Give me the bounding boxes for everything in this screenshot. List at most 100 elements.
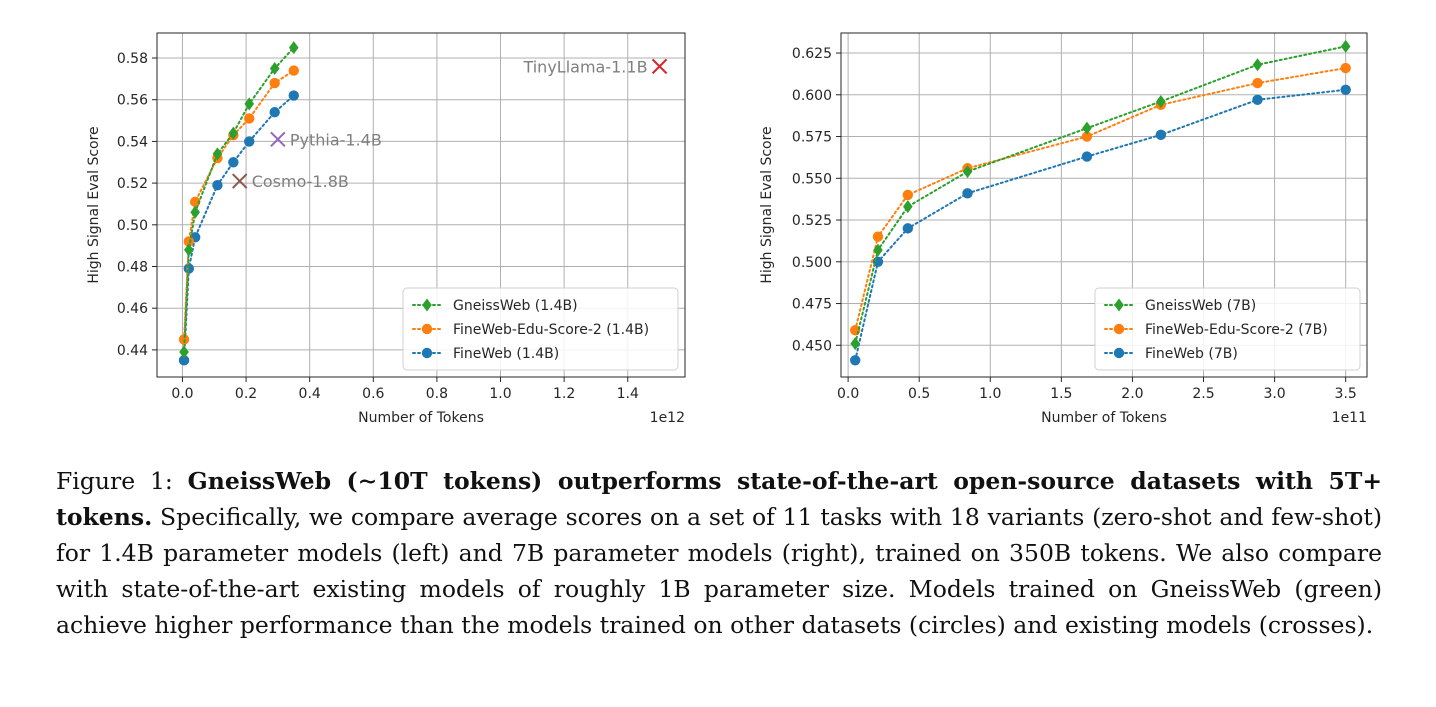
series-fineweb-1-4b [178, 90, 299, 366]
data-point [1155, 129, 1167, 141]
data-point [212, 147, 223, 161]
y-tick-label: 0.600 [792, 88, 832, 104]
data-point [244, 113, 255, 124]
x-tick-label: 1.0 [979, 386, 1001, 402]
series-line [183, 69, 295, 341]
cross-marker [651, 58, 668, 75]
data-point [212, 179, 223, 191]
annotation-tinyllama-1-1b: TinyLlama-1.1B [522, 57, 668, 76]
data-point [269, 61, 280, 75]
figure-svg: 0.0 0.2 0.4 0.6 0.8 1.0 1.2 1.40.440.460.480.50… [86, 32, 1368, 426]
axes-frame [156, 32, 686, 378]
data-point [1340, 39, 1351, 53]
data-point [269, 107, 280, 118]
cross-marker [270, 131, 286, 148]
legend-box [1094, 287, 1361, 371]
legend: GneissWeb (1.4B) FineWeb-Edu-Score-2 (1.4… [402, 287, 679, 371]
caption-bold: GneissWeb (∼10T tokens) outperforms stat… [56, 467, 1383, 531]
x-axis-label: Number of Tokens [358, 410, 484, 426]
series-line [854, 67, 1347, 332]
caption-prefix: Figure 1: [56, 467, 188, 495]
y-tick-label: 0.56 [117, 93, 148, 109]
figure-caption: Figure 1: GneissWeb (∼10T tokens) outper… [56, 463, 1382, 643]
legend-marker [421, 347, 433, 359]
x-tick-label: 0.5 [908, 386, 930, 402]
annotation-cosmo-1-8b: Cosmo-1.8B [231, 172, 349, 191]
figure: 0.0 0.2 0.4 0.6 0.8 1.0 1.2 1.4 0.44 0.46 0.48 0.50… [86, 32, 1368, 426]
data-point [178, 355, 190, 366]
data-point [1081, 151, 1093, 162]
legend-label: FineWeb-Edu-Score-2 (1.4B) [453, 322, 649, 338]
y-tick-label: 0.500 [792, 255, 832, 271]
x-tick-label: 1.0 [489, 386, 511, 402]
data-point [962, 165, 973, 179]
legend-box [402, 287, 679, 371]
legend-entry: FineWeb (1.4B) [412, 346, 559, 362]
annotation-label: TinyLlama-1.1B [522, 57, 647, 76]
y-tick-label: 0.50 [117, 218, 148, 234]
x-offset-label: 1e12 [650, 410, 685, 426]
y-axis-label: High Signal Eval Score [759, 126, 775, 283]
chart-panel-2: 0.0 0.5 1.0 1.5 2.0 2.5 3.0 3.5 0.450 0.475 0.500 0… [759, 32, 1368, 426]
data-point [850, 337, 861, 351]
data-point [1252, 77, 1263, 89]
data-point [962, 188, 973, 199]
legend: GneissWeb (7B) FineWeb-Edu-Score-2 (7B) Fi… [1094, 287, 1361, 371]
x-tick-label: 2.5 [1192, 386, 1214, 402]
series-line [183, 94, 295, 362]
caption-body: Specifically, we compare average scores … [56, 503, 1382, 639]
series-gneissweb-7b [850, 39, 1351, 351]
x-tick-label: 3.5 [1335, 386, 1357, 402]
x-tick-label: 0.0 [837, 386, 859, 402]
data-point [850, 355, 861, 366]
data-point [1252, 94, 1263, 105]
data-point [183, 236, 195, 247]
data-point [902, 223, 914, 234]
legend-marker [421, 323, 433, 335]
legend-marker [1113, 347, 1125, 359]
series-gneissweb-1-4b [179, 41, 299, 359]
y-axis-label: High Signal Eval Score [86, 126, 102, 283]
data-point [1082, 121, 1092, 135]
data-point [244, 136, 255, 147]
annotation-label: Pythia-1.4B [290, 130, 382, 149]
y-tick-label: 0.450 [792, 338, 832, 354]
x-tick-label: 3.0 [1263, 386, 1285, 402]
y-tick-label: 0.58 [117, 51, 148, 67]
data-point [288, 90, 299, 101]
x-tick-label: 0.6 [362, 386, 384, 402]
legend-marker [1114, 298, 1124, 312]
data-point [179, 345, 189, 359]
data-point [1340, 62, 1351, 74]
series-fineweb-7b [850, 84, 1351, 366]
x-axis-label: Number of Tokens [1041, 410, 1167, 426]
data-point [1156, 94, 1166, 108]
data-point [189, 196, 201, 208]
data-point [228, 126, 239, 140]
data-point [184, 243, 194, 257]
data-point [902, 189, 914, 201]
legend-label: GneissWeb (7B) [1145, 298, 1256, 314]
y-tick-label: 0.625 [792, 46, 832, 62]
data-point [183, 263, 195, 274]
annotation-label: Cosmo-1.8B [252, 172, 349, 191]
y-tick-label: 0.525 [792, 213, 832, 229]
x-offset-label: 1e11 [1332, 410, 1367, 426]
data-point [872, 231, 884, 242]
data-point [269, 77, 280, 89]
y-tick-label: 0.54 [117, 134, 148, 150]
legend-entry: FineWeb-Edu-Score-2 (7B) [1104, 322, 1328, 338]
data-point [244, 97, 255, 111]
y-tick-label: 0.44 [117, 343, 148, 359]
x-tick-label: 1.4 [617, 386, 639, 402]
x-tick-label: 0.0 [171, 386, 193, 402]
x-tick-label: 1.2 [553, 386, 575, 402]
data-point [1340, 84, 1351, 95]
legend-marker [1113, 323, 1125, 335]
axes-frame [840, 32, 1368, 378]
legend-marker [422, 298, 432, 312]
legend-label: FineWeb-Edu-Score-2 (7B) [1145, 322, 1328, 338]
legend-entry: FineWeb-Edu-Score-2 (1.4B) [412, 322, 649, 338]
data-point [873, 243, 883, 257]
data-point [288, 41, 299, 55]
